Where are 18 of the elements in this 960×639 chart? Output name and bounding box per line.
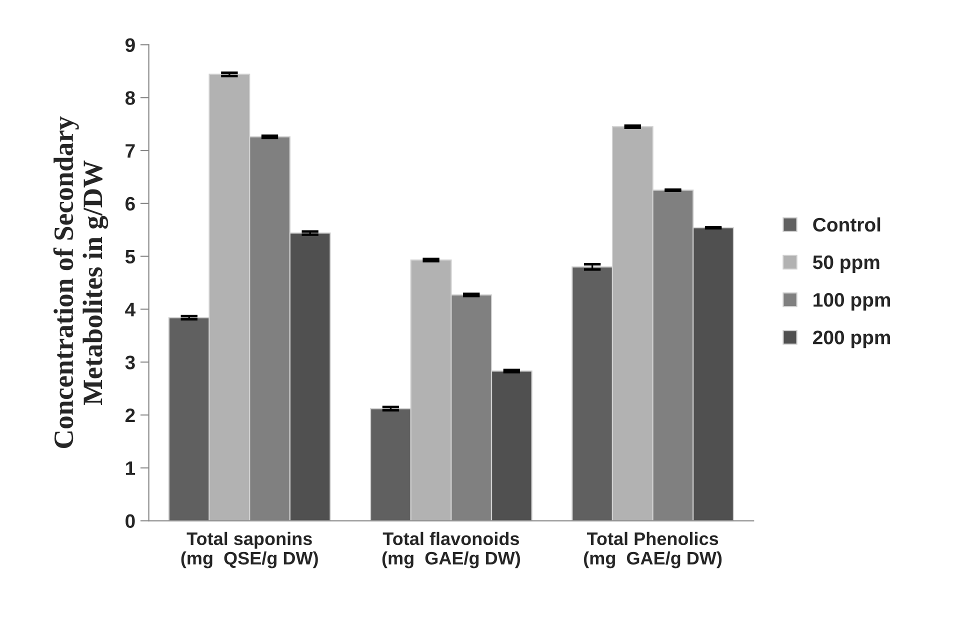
x-tick-label: Total saponins (mg QSE/g DW) (181, 532, 318, 568)
legend-label: Control (813, 217, 880, 232)
x-tick-label: Total flavonoids (mg GAE/g DW) (382, 532, 520, 568)
y-tick-label: 0 (126, 514, 135, 528)
x-tick-label: Total Phenolics (mg GAE/g DW) (584, 532, 722, 568)
y-tick-label: 6 (126, 196, 135, 211)
legend-label: 100 ppm (814, 292, 890, 311)
y-tick-label: 9 (125, 38, 135, 52)
y-tick-label: 3 (125, 356, 135, 370)
legend-label: 200 ppm (813, 330, 890, 348)
y-tick-label: 5 (125, 250, 136, 264)
y-tick-label: 4 (125, 302, 136, 316)
y-tick-label: 1 (126, 462, 136, 475)
y-axis-title: Concentration of Secondary Metabolites in g/DW (53, 116, 108, 448)
y-tick-label: 7 (126, 144, 135, 158)
y-tick-label: 8 (125, 91, 136, 105)
y-tick-label: 2 (125, 408, 135, 422)
legend-label: 50 ppm (812, 255, 880, 274)
